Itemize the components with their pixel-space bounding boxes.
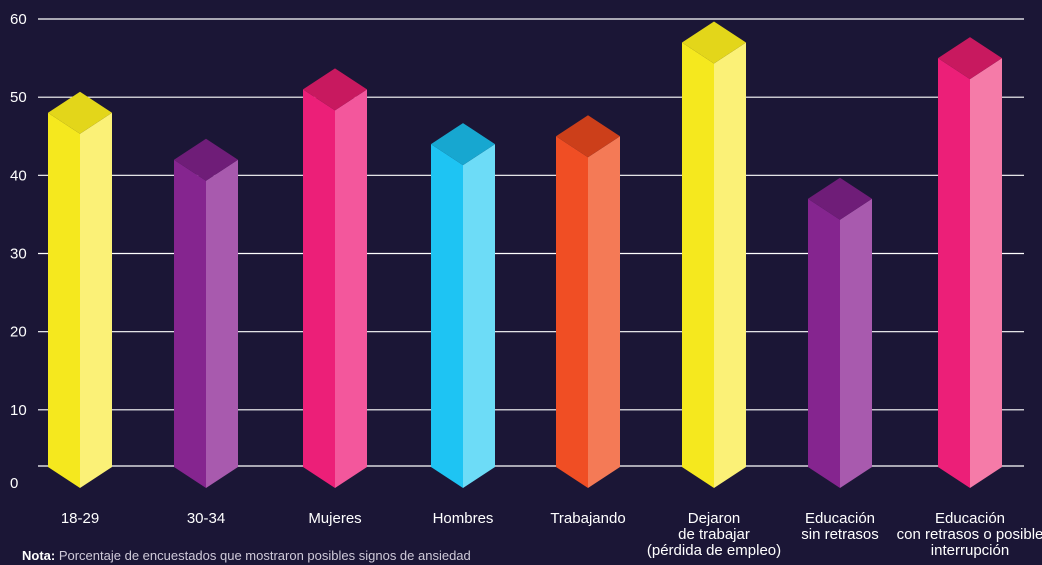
x-tick-label-line: Educación bbox=[805, 510, 875, 527]
bar-face-left bbox=[682, 42, 714, 488]
x-tick-label-line: 18-29 bbox=[61, 510, 99, 527]
bar-face-right bbox=[588, 136, 620, 488]
bar-top bbox=[303, 68, 367, 111]
y-axis-ticks: 0 10 20 30 40 50 60 bbox=[10, 11, 27, 492]
bar-top bbox=[808, 177, 872, 220]
bars bbox=[48, 21, 1002, 489]
bar-face-left bbox=[808, 198, 840, 489]
x-tick-label-line: sin retrasos bbox=[801, 526, 879, 543]
x-tick-label-line: Educación bbox=[935, 510, 1005, 527]
x-tick-label: 30-34 bbox=[187, 510, 225, 527]
bar-top bbox=[174, 138, 238, 181]
y-tick-label: 50 bbox=[10, 89, 27, 106]
bar-6 bbox=[682, 21, 746, 488]
bar-face-left bbox=[174, 159, 206, 488]
bar-face-right bbox=[80, 112, 112, 489]
x-tick-label-line: con retrasos o posible bbox=[897, 526, 1042, 543]
x-tick-label-line: interrupción bbox=[931, 542, 1009, 559]
bar-1 bbox=[48, 91, 112, 489]
x-tick-label: Trabajando bbox=[550, 510, 625, 527]
bar-5 bbox=[556, 115, 620, 488]
bar-top bbox=[556, 115, 620, 158]
bar-4 bbox=[431, 123, 495, 489]
bar-top bbox=[682, 21, 746, 64]
y-tick-label: 0 bbox=[10, 475, 18, 492]
x-tick-label-line: (pérdida de empleo) bbox=[647, 542, 781, 559]
x-tick-label: Hombres bbox=[433, 510, 494, 527]
y-tick-label: 20 bbox=[10, 324, 27, 341]
bar-face-left bbox=[48, 112, 80, 489]
bar-3 bbox=[303, 68, 367, 488]
x-tick-label-line: Mujeres bbox=[308, 510, 361, 527]
x-tick-label: Mujeres bbox=[308, 510, 361, 527]
x-tick-label-line: 30-34 bbox=[187, 510, 225, 527]
bar-face-right bbox=[206, 159, 238, 488]
bar-8 bbox=[938, 37, 1002, 488]
bar-top bbox=[431, 123, 495, 166]
note-text: Porcentaje de encuestados que mostraron … bbox=[55, 548, 471, 563]
x-tick-label-line: Hombres bbox=[433, 510, 494, 527]
y-tick-label: 60 bbox=[10, 11, 27, 28]
bar-face-right bbox=[463, 144, 495, 489]
bar-face-left bbox=[431, 144, 463, 489]
bar-face-left bbox=[556, 136, 588, 488]
x-tick-label-line: Trabajando bbox=[550, 510, 625, 527]
x-tick-label: Educación sin retrasos bbox=[801, 510, 879, 543]
x-tick-label: Educación con retrasos o posible interrupc… bbox=[897, 510, 1042, 559]
y-tick-label: 30 bbox=[10, 246, 27, 263]
y-tick-label: 10 bbox=[10, 402, 27, 419]
bar-face-right bbox=[840, 198, 872, 489]
x-axis-labels: 18-29 30-34 Mujeres Hombres Trabajando Dejaro… bbox=[61, 510, 1042, 559]
bar-2 bbox=[174, 138, 238, 488]
bar-face-right bbox=[335, 89, 367, 488]
x-tick-label: Dejaron de trabajar (pérdida de empleo) bbox=[647, 510, 781, 559]
x-tick-label: 18-29 bbox=[61, 510, 99, 527]
y-tick-label: 40 bbox=[10, 167, 27, 184]
x-tick-label-line: Dejaron bbox=[688, 510, 741, 527]
bar-face-right bbox=[970, 58, 1002, 488]
chart-note: Nota: Porcentaje de encuestados que most… bbox=[22, 548, 471, 563]
bar-face-left bbox=[303, 89, 335, 488]
bar-face-right bbox=[714, 42, 746, 488]
bar-top bbox=[938, 37, 1002, 80]
note-label: Nota: bbox=[22, 548, 56, 563]
bar-7 bbox=[808, 177, 872, 489]
bar-top bbox=[48, 91, 112, 134]
bar-face-left bbox=[938, 58, 970, 488]
x-tick-label-line: de trabajar bbox=[678, 526, 750, 543]
